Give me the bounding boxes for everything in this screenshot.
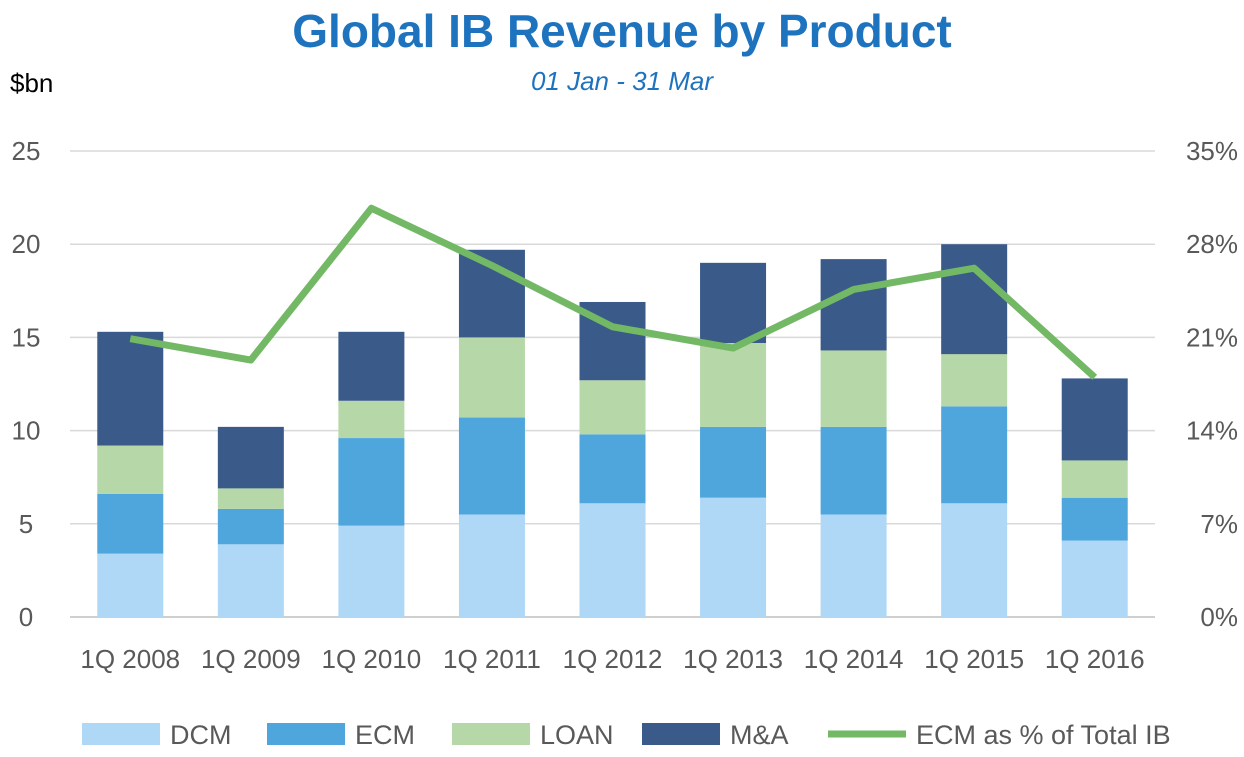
x-tick-label: 1Q 2015 (924, 644, 1024, 674)
bar-segment-dcm (820, 514, 887, 617)
bar-segment-ecm (941, 406, 1008, 504)
legend-swatch (267, 723, 345, 745)
bar-segment-m-a (700, 262, 767, 343)
bar-segment-m-a (941, 244, 1008, 355)
legend-swatch (452, 723, 530, 745)
bar-segment-loan (941, 354, 1008, 407)
chart-title: Global IB Revenue by Product (292, 5, 952, 57)
bar-segment-loan (579, 380, 646, 435)
bar-segment-ecm (700, 426, 767, 498)
bar-segment-loan (700, 342, 767, 427)
bar-segment-ecm (1061, 497, 1128, 541)
x-tick-label: 1Q 2010 (322, 644, 422, 674)
bar-segment-ecm (458, 417, 525, 515)
bar-segment-loan (338, 400, 405, 439)
bar-segment-loan (458, 337, 525, 418)
y2-tick-label: 21% (1186, 322, 1238, 352)
y2-tick-label: 28% (1186, 229, 1238, 259)
legend-label: ECM as % of Total IB (916, 720, 1171, 750)
bar-segment-loan (217, 488, 284, 509)
bar-segment-dcm (338, 525, 405, 617)
y-axis-unit-label: $bn (10, 68, 54, 98)
bar-segment-dcm (579, 503, 646, 617)
bar-segment-dcm (941, 503, 1008, 617)
x-tick-label: 1Q 2014 (804, 644, 904, 674)
bar-segment-m-a (820, 259, 887, 351)
bar-segment-m-a (217, 426, 284, 489)
x-tick-label: 1Q 2012 (563, 644, 663, 674)
category-axis-ticks: 1Q 2008 1Q 2009 1Q 2010 1Q 2011 1Q 2012 1Q 20… (80, 644, 1144, 674)
ratio-line (129, 204, 1098, 380)
bar-segment-ecm (97, 493, 164, 554)
bar-segment-m-a (338, 331, 405, 401)
x-tick-label: 1Q 2016 (1045, 644, 1145, 674)
y2-tick-label: 7% (1200, 509, 1238, 539)
legend-label: DCM (170, 720, 232, 750)
bars (97, 244, 1128, 617)
y2-tick-label: 35% (1186, 136, 1238, 166)
bar-segment-dcm (217, 544, 284, 617)
legend-label: LOAN (540, 720, 614, 750)
bar-segment-ecm (579, 434, 646, 504)
y-tick-label: 15 (12, 322, 41, 352)
legend-swatch (82, 723, 160, 745)
x-tick-label: 1Q 2013 (683, 644, 783, 674)
bar-segment-loan (820, 350, 887, 427)
y-tick-label: 0 (19, 602, 33, 632)
legend-label: ECM (355, 720, 415, 750)
right-axis-ticks: 0% 7% 14% 21% 28% 35% (1186, 136, 1238, 632)
bar-segment-ecm (217, 508, 284, 545)
y-tick-label: 20 (12, 229, 41, 259)
y-tick-label: 10 (12, 416, 41, 446)
bar-segment-ecm (338, 438, 405, 526)
x-tick-label: 1Q 2009 (201, 644, 301, 674)
left-axis-ticks: 0 5 10 15 20 25 (12, 136, 41, 632)
legend-swatch (642, 723, 720, 745)
bar-segment-m-a (1061, 378, 1128, 461)
bar-segment-dcm (458, 514, 525, 617)
bar-segment-loan (1061, 460, 1128, 498)
bar-segment-dcm (97, 553, 164, 617)
chart-subtitle: 01 Jan - 31 Mar (530, 66, 714, 96)
bar-segment-m-a (97, 331, 164, 446)
legend: DCM ECM LOAN M&A ECM as % of Total IB (82, 720, 1171, 750)
y2-tick-label: 0% (1200, 602, 1238, 632)
bar-segment-loan (97, 445, 164, 494)
y-tick-label: 5 (19, 509, 33, 539)
bar-segment-dcm (700, 497, 767, 617)
bar-segment-ecm (820, 426, 887, 515)
y2-tick-label: 14% (1186, 416, 1238, 446)
bar-segment-dcm (1061, 540, 1128, 617)
x-tick-label: 1Q 2008 (80, 644, 180, 674)
x-tick-label: 1Q 2011 (443, 644, 541, 674)
y-tick-label: 25 (12, 136, 41, 166)
legend-label: M&A (730, 720, 789, 750)
